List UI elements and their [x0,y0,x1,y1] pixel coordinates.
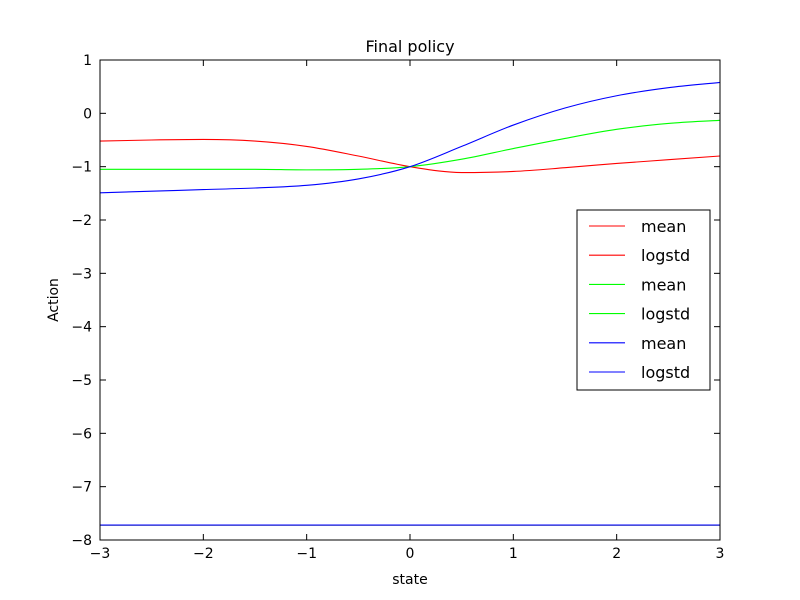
legend-label: logstd [641,305,690,324]
y-axis-label: Action [46,278,62,322]
y-tick-label: −6 [71,426,92,442]
x-tick-label: 2 [612,546,621,562]
series-line-mean-0 [99,138,721,174]
legend-label: mean [641,334,686,353]
x-tick-label: 1 [509,546,518,562]
tick-layer: −3 −2 −1 0 1 2 3 1 0 −1 −2 −3 −4 −5 −6 −7 −8 [71,53,724,562]
y-tick-label: −4 [71,320,92,336]
series-layer [99,81,721,526]
y-tick-label: 0 [83,106,92,122]
legend: mean logstd mean logstd mean logstd [576,209,711,391]
y-tick-label: −7 [71,480,92,496]
legend-box [576,209,711,391]
legend-label: mean [641,217,686,236]
x-tick-label: 0 [406,546,415,562]
series-line-mean-4 [99,81,721,194]
y-tick-label: −1 [71,160,92,176]
y-tick-label: −5 [71,373,92,389]
x-axis-label: state [392,572,427,588]
x-tick-label: −2 [193,546,214,562]
legend-label: logstd [641,246,690,265]
y-tick-label: −2 [71,213,92,229]
x-tick-label: −3 [90,546,111,562]
y-tick-label: 1 [83,53,92,69]
legend-label: logstd [641,363,690,382]
y-tick-label: −8 [71,533,92,549]
legend-label: mean [641,275,686,294]
x-tick-label: −1 [296,546,317,562]
y-tick-label: −3 [71,266,92,282]
x-tick-label: 3 [716,546,725,562]
chart-title: Final policy [365,37,454,56]
